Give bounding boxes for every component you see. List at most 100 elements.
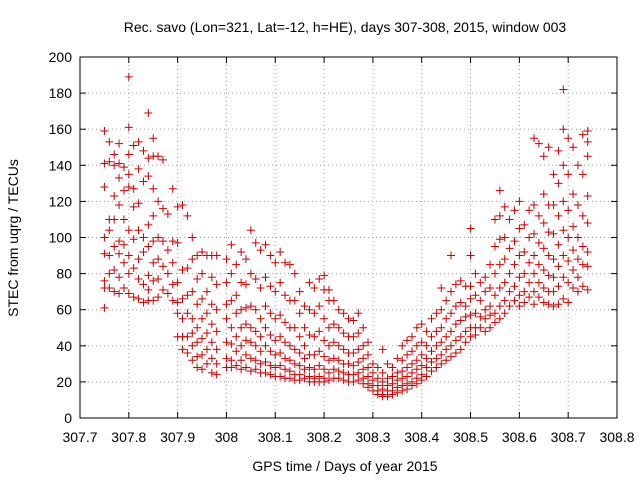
data-point (232, 309, 241, 318)
data-point (490, 309, 499, 318)
data-point (100, 182, 109, 191)
data-point (378, 345, 387, 354)
data-point (471, 269, 480, 278)
data-point (578, 211, 587, 220)
data-point (349, 370, 358, 379)
data-point (495, 314, 504, 323)
data-point (315, 361, 324, 370)
data-point (505, 302, 514, 311)
data-point (115, 237, 124, 246)
data-point (403, 385, 412, 394)
data-point (202, 329, 211, 338)
x-tick-label: 308.4 (404, 429, 439, 445)
data-point (105, 157, 114, 166)
data-point (295, 309, 304, 318)
data-point (583, 127, 592, 136)
data-point (188, 314, 197, 323)
data-point (271, 287, 280, 296)
data-point (256, 314, 265, 323)
data-point (456, 345, 465, 354)
data-point (290, 323, 299, 332)
data-point (476, 296, 485, 305)
data-point (295, 287, 304, 296)
data-point (334, 305, 343, 314)
data-point (393, 388, 402, 397)
data-point (271, 258, 280, 267)
data-point (481, 287, 490, 296)
data-point (227, 296, 236, 305)
data-point (246, 269, 255, 278)
data-point (334, 367, 343, 376)
data-point (281, 291, 290, 300)
data-point (461, 327, 470, 336)
data-point (193, 363, 202, 372)
data-point (466, 224, 475, 233)
data-point (549, 273, 558, 282)
data-point (134, 275, 143, 284)
data-point (564, 206, 573, 215)
data-point (354, 345, 363, 354)
data-point (290, 296, 299, 305)
data-point (212, 359, 221, 368)
data-point (251, 327, 260, 336)
data-point (246, 367, 255, 376)
data-point (237, 341, 246, 350)
data-point (276, 349, 285, 358)
data-point (222, 278, 231, 287)
data-point (281, 318, 290, 327)
data-point (417, 320, 426, 329)
data-point (119, 163, 128, 172)
data-point (554, 240, 563, 249)
data-point (530, 300, 539, 309)
data-point (500, 296, 509, 305)
data-point (334, 356, 343, 365)
data-point (324, 285, 333, 294)
data-point (442, 332, 451, 341)
x-tick-label: 308.6 (502, 429, 537, 445)
data-point (261, 368, 270, 377)
data-point (403, 336, 412, 345)
data-point (193, 338, 202, 347)
data-point (193, 275, 202, 284)
data-point (246, 302, 255, 311)
data-point (271, 350, 280, 359)
data-point (320, 314, 329, 323)
data-point (183, 211, 192, 220)
data-point (486, 284, 495, 293)
data-point (178, 345, 187, 354)
data-point (261, 302, 270, 311)
data-point (525, 206, 534, 215)
data-point (573, 273, 582, 282)
data-point (534, 139, 543, 148)
data-point (500, 278, 509, 287)
data-point (163, 210, 172, 219)
data-point (241, 255, 250, 264)
data-point (115, 173, 124, 182)
data-point (310, 284, 319, 293)
data-point (407, 347, 416, 356)
data-point (437, 338, 446, 347)
data-point (505, 287, 514, 296)
data-point (539, 244, 548, 253)
data-point (129, 264, 138, 273)
data-point (232, 347, 241, 356)
data-point (134, 137, 143, 146)
data-point (583, 191, 592, 200)
data-point (241, 336, 250, 345)
data-point (212, 280, 221, 289)
data-point (154, 275, 163, 284)
data-point (461, 302, 470, 311)
data-point (388, 363, 397, 372)
data-point (559, 226, 568, 235)
data-point (564, 298, 573, 307)
data-point (456, 332, 465, 341)
data-point (324, 368, 333, 377)
data-point (324, 323, 333, 332)
data-point (427, 314, 436, 323)
data-point (285, 356, 294, 365)
data-point (549, 229, 558, 238)
x-axis-label: GPS time / Days of year 2015 (252, 458, 437, 474)
data-point (134, 164, 143, 173)
data-point (163, 269, 172, 278)
data-point (349, 377, 358, 386)
